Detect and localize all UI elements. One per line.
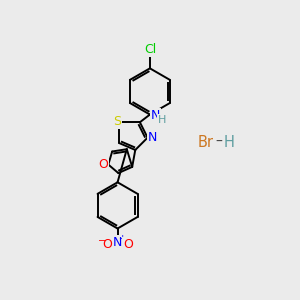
Text: H: H bbox=[224, 135, 235, 150]
Text: N: N bbox=[113, 236, 122, 249]
Text: O: O bbox=[102, 238, 112, 251]
Text: H: H bbox=[158, 115, 166, 125]
Text: +: + bbox=[118, 234, 125, 243]
Text: N: N bbox=[148, 131, 157, 144]
Text: –: – bbox=[216, 135, 223, 149]
Text: N: N bbox=[151, 109, 160, 122]
Text: −: − bbox=[98, 236, 106, 246]
Text: Br: Br bbox=[198, 135, 214, 150]
Text: O: O bbox=[123, 238, 133, 251]
Text: Cl: Cl bbox=[144, 43, 156, 56]
Text: O: O bbox=[98, 158, 108, 171]
Text: S: S bbox=[113, 115, 121, 128]
